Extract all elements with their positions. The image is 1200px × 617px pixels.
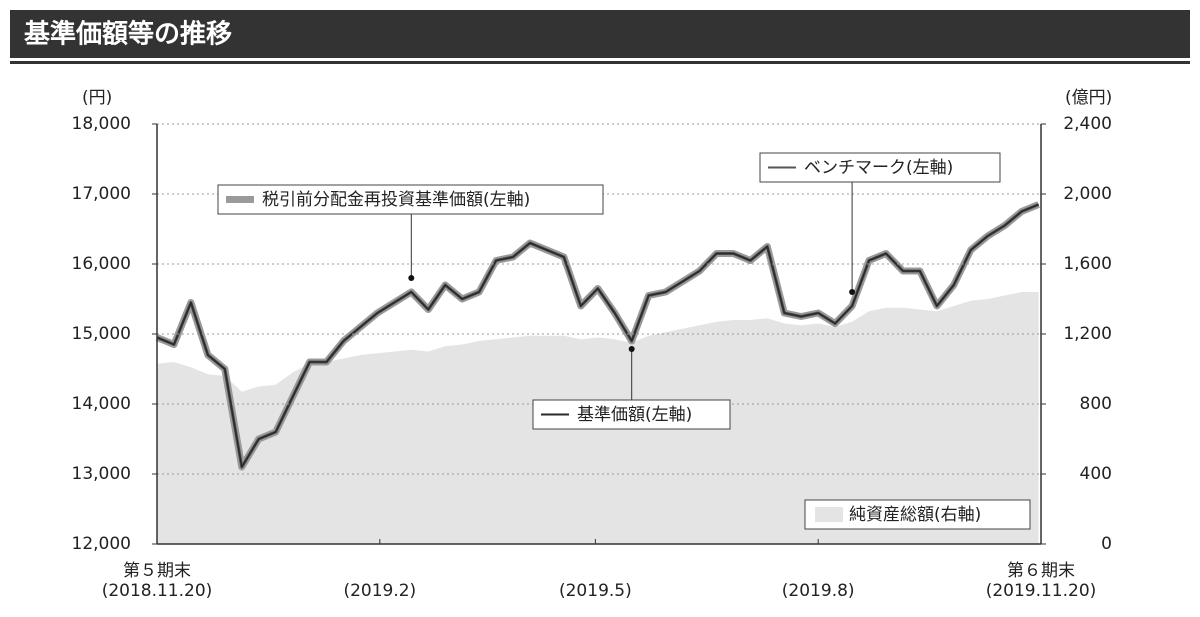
y-tick-label: 15,000	[72, 324, 131, 344]
legend-label: ベンチマーク(左軸)	[804, 158, 953, 178]
y2-tick-label: 1,200	[1063, 324, 1112, 344]
y-tick-label: 18,000	[72, 114, 131, 134]
y2-tick-label: 400	[1080, 464, 1112, 484]
y2-unit: (億円)	[1065, 88, 1112, 108]
callout-dot	[408, 275, 415, 281]
x-tick-label: (2019.5)	[559, 581, 632, 601]
legend-label: 純資産総額(右軸)	[849, 505, 981, 525]
series-line	[156, 203, 1039, 468]
legend-box	[759, 152, 1001, 183]
legend-box	[804, 499, 1031, 530]
x-tick-label: (2019.8)	[782, 581, 855, 601]
callout-dot	[849, 289, 856, 295]
title-bar	[10, 10, 1190, 58]
x-tick-label: (2019.11.20)	[986, 581, 1097, 601]
legend-swatch	[815, 507, 843, 522]
y-tick-label: 16,000	[72, 254, 131, 274]
legend-box	[217, 184, 604, 215]
y-tick-label: 12,000	[72, 534, 131, 554]
legend-label: 税引前分配金再投資基準価額(左軸)	[262, 190, 530, 210]
y2-tick-label: 800	[1080, 394, 1112, 414]
title-rule	[10, 61, 1190, 64]
x-tick-label: 第６期末	[1007, 561, 1075, 581]
y2-tick-label: 0	[1101, 534, 1112, 554]
x-tick-label: 第５期末	[123, 561, 191, 581]
y2-tick-label: 2,400	[1063, 114, 1112, 134]
y-tick-label: 14,000	[72, 394, 131, 414]
y-unit: (円)	[82, 88, 112, 108]
x-tick-label: (2019.2)	[343, 581, 416, 601]
y2-tick-label: 1,600	[1063, 254, 1112, 274]
callout-dot	[628, 346, 635, 352]
x-tick-label: (2018.11.20)	[102, 581, 213, 601]
y-tick-label: 13,000	[72, 464, 131, 484]
y-tick-label: 17,000	[72, 184, 131, 204]
y2-tick-label: 2,000	[1063, 184, 1112, 204]
legend-label: 基準価額(左軸)	[577, 405, 692, 425]
chart-title: 基準価額等の推移	[24, 19, 232, 50]
